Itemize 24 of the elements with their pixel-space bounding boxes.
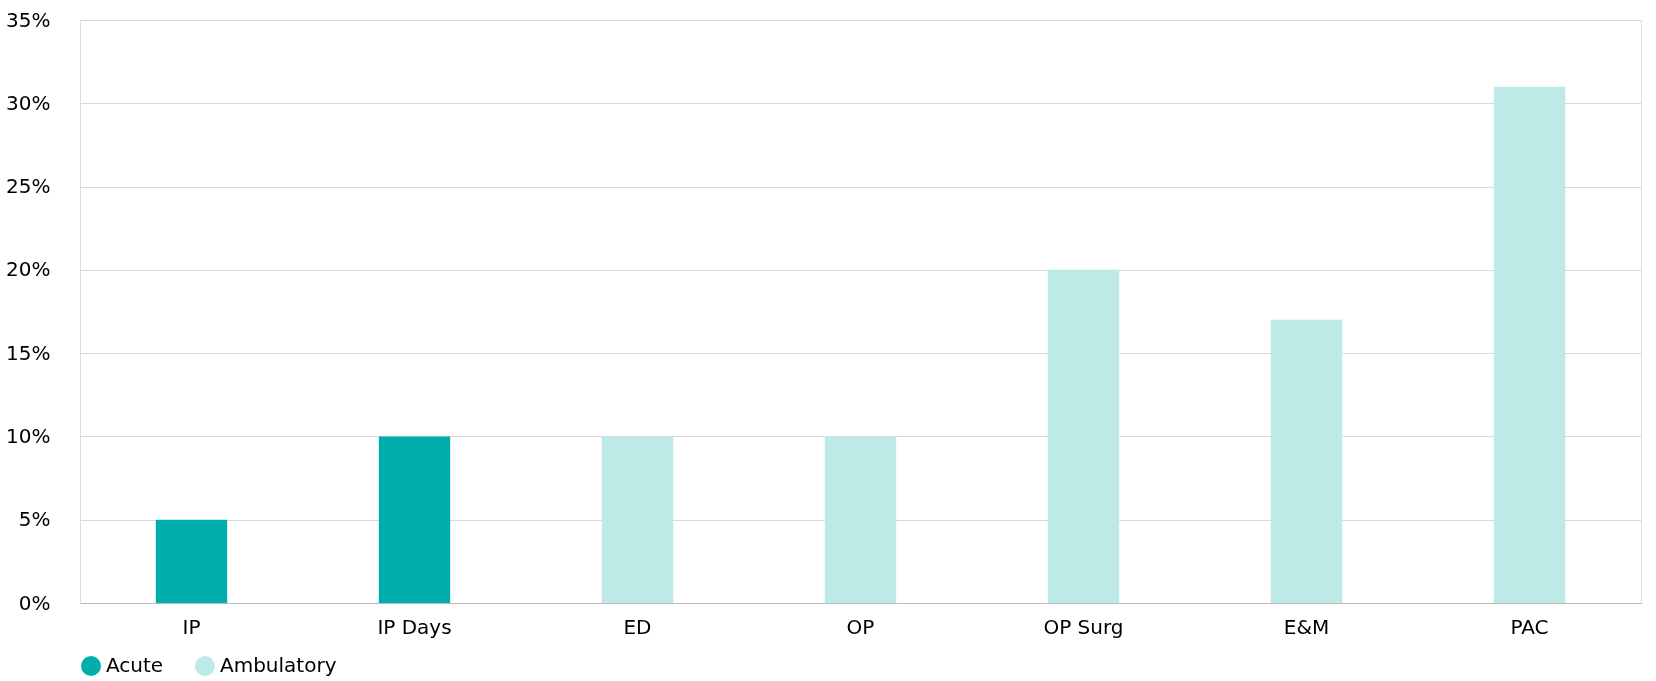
bar: [1270, 319, 1343, 603]
bar: [1493, 86, 1566, 603]
bar: [824, 436, 897, 603]
bar: [155, 519, 228, 603]
x-tick-label: OP: [846, 614, 875, 639]
x-tick-label: IP Days: [377, 614, 452, 639]
bar: [601, 436, 674, 603]
y-tick-label: 25%: [6, 174, 51, 199]
y-tick-label: 15%: [6, 340, 51, 365]
y-tick-label: 5%: [18, 507, 51, 532]
legend-label: Acute: [106, 653, 164, 677]
y-tick-label: 10%: [6, 423, 51, 448]
bar: [378, 436, 451, 603]
y-tick-label: 20%: [6, 257, 51, 282]
x-tick-label: ED: [623, 614, 652, 639]
x-tick-label: E&M: [1283, 614, 1330, 639]
x-tick-label: PAC: [1510, 614, 1549, 639]
y-tick-label: 30%: [6, 90, 51, 115]
legend-label: Ambulatory: [220, 653, 337, 677]
bar: [1047, 269, 1120, 603]
y-tick-label: 0%: [18, 590, 51, 615]
x-tick-label: OP Surg: [1043, 614, 1124, 639]
y-tick-label: 35%: [6, 7, 51, 32]
x-tick-label: IP: [182, 614, 201, 639]
